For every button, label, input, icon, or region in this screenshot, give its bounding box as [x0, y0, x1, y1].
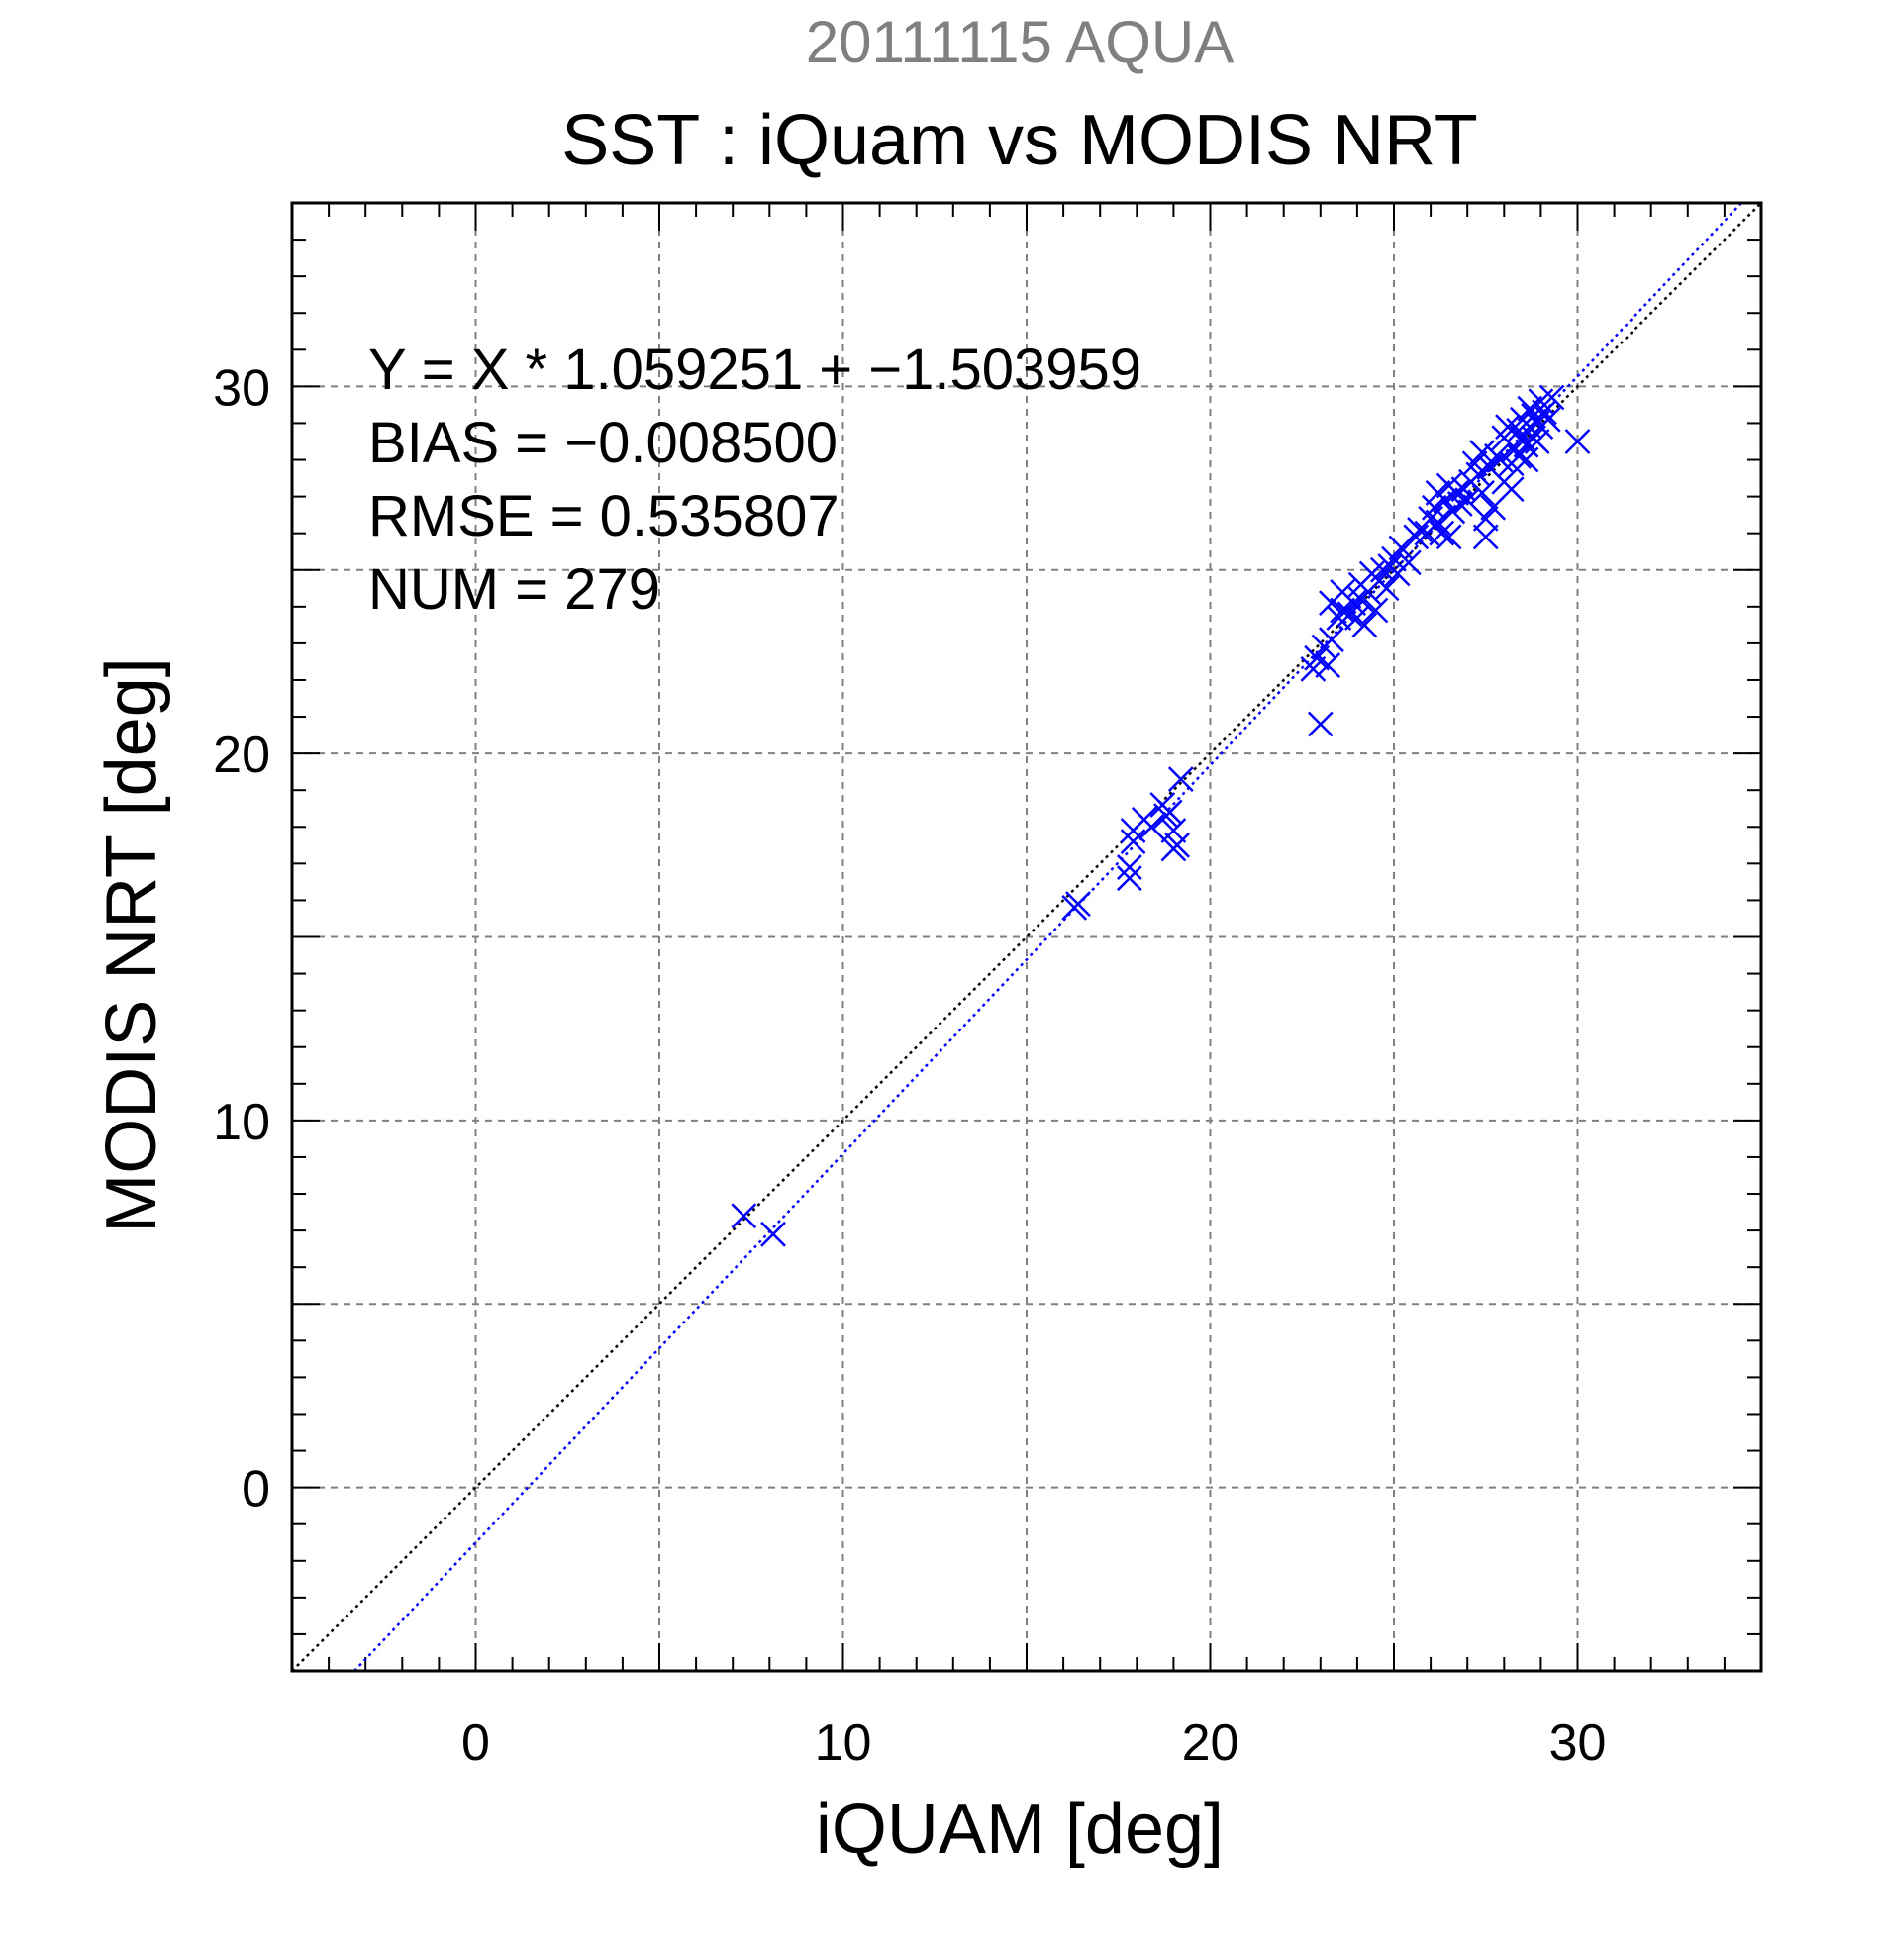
data-point [1534, 406, 1561, 433]
data-point [1304, 644, 1330, 671]
data-point [1472, 505, 1499, 532]
stats-annotation-line: BIAS = −0.008500 [368, 411, 838, 475]
data-point [1446, 491, 1473, 517]
stats-annotation-line: Y = X * 1.059251 + −1.503959 [368, 338, 1141, 402]
data-points [731, 384, 1591, 1247]
data-point [1436, 524, 1462, 550]
grid-lines [292, 203, 1761, 1671]
data-point [1381, 545, 1407, 572]
x-tick-label: 10 [815, 1715, 872, 1772]
y-tick-label: 0 [242, 1461, 270, 1519]
data-point [1116, 865, 1142, 892]
data-point [1164, 832, 1190, 858]
data-point [1524, 429, 1550, 454]
data-point [1429, 520, 1455, 546]
data-point [1330, 597, 1355, 624]
tick-labels: 0 0 10 10 20 20 30 30 [213, 359, 1606, 1772]
data-point [1319, 627, 1344, 653]
data-point [1564, 429, 1591, 454]
data-point [1315, 652, 1341, 679]
x-axis-label: iQUAM [deg] [816, 1790, 1224, 1869]
data-point [1517, 395, 1543, 422]
stats-annotation-line: RMSE = 0.535807 [368, 484, 840, 548]
data-point [1116, 854, 1142, 880]
data-point [1469, 440, 1495, 465]
x-tick-label: 30 [1549, 1715, 1607, 1772]
data-point [760, 1221, 786, 1247]
plot-frame [290, 201, 1763, 1673]
y-tick-label: 10 [213, 1094, 270, 1151]
y-tick-label: 30 [213, 359, 270, 417]
data-point [1498, 476, 1525, 503]
x-tick-label: 20 [1182, 1715, 1239, 1772]
x-tick-label: 0 [461, 1715, 490, 1772]
data-point [1065, 891, 1091, 918]
data-point [1351, 612, 1378, 638]
data-point [1513, 446, 1539, 473]
data-point [1433, 487, 1458, 514]
data-point [1469, 480, 1495, 506]
data-point [731, 1203, 757, 1229]
y-tick-label: 20 [213, 727, 270, 784]
chart-supertitle: 20111115 AQUA [806, 9, 1235, 75]
stats-annotation-line: NUM = 279 [368, 557, 660, 622]
data-point [1307, 711, 1334, 737]
stats-annotations: Y = X * 1.059251 + −1.503959 BIAS = −0.00… [368, 338, 1141, 622]
data-point [1373, 575, 1400, 602]
y-axis-label: MODIS NRT [deg] [92, 657, 171, 1233]
data-point [1362, 597, 1389, 624]
data-point [1340, 590, 1367, 617]
data-point [1160, 818, 1187, 843]
data-point [1532, 399, 1557, 426]
data-point [1395, 549, 1422, 576]
data-point [1472, 524, 1499, 550]
chart-title: SST : iQuam vs MODIS NRT [561, 101, 1478, 180]
data-point [1120, 829, 1146, 854]
data-point [1538, 384, 1565, 411]
data-point [1167, 766, 1194, 792]
data-point [1138, 814, 1165, 840]
